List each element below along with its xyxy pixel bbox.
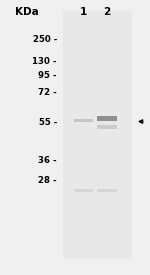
Text: 95 -: 95 - [39, 71, 57, 80]
Bar [98, 116, 117, 121]
Bar [63, 11, 132, 258]
Text: 250 -: 250 - [33, 35, 57, 44]
Text: 130 -: 130 - [33, 57, 57, 66]
Bar [74, 189, 93, 192]
Bar [98, 189, 117, 192]
Text: 28 -: 28 - [38, 176, 57, 185]
Text: 55 -: 55 - [39, 118, 57, 127]
Bar [74, 119, 93, 122]
Text: 2: 2 [104, 7, 111, 17]
Bar [98, 125, 117, 129]
Text: 72 -: 72 - [38, 88, 57, 97]
Text: KDa: KDa [15, 7, 39, 17]
Text: 36 -: 36 - [38, 156, 57, 165]
Text: 1: 1 [80, 7, 87, 17]
